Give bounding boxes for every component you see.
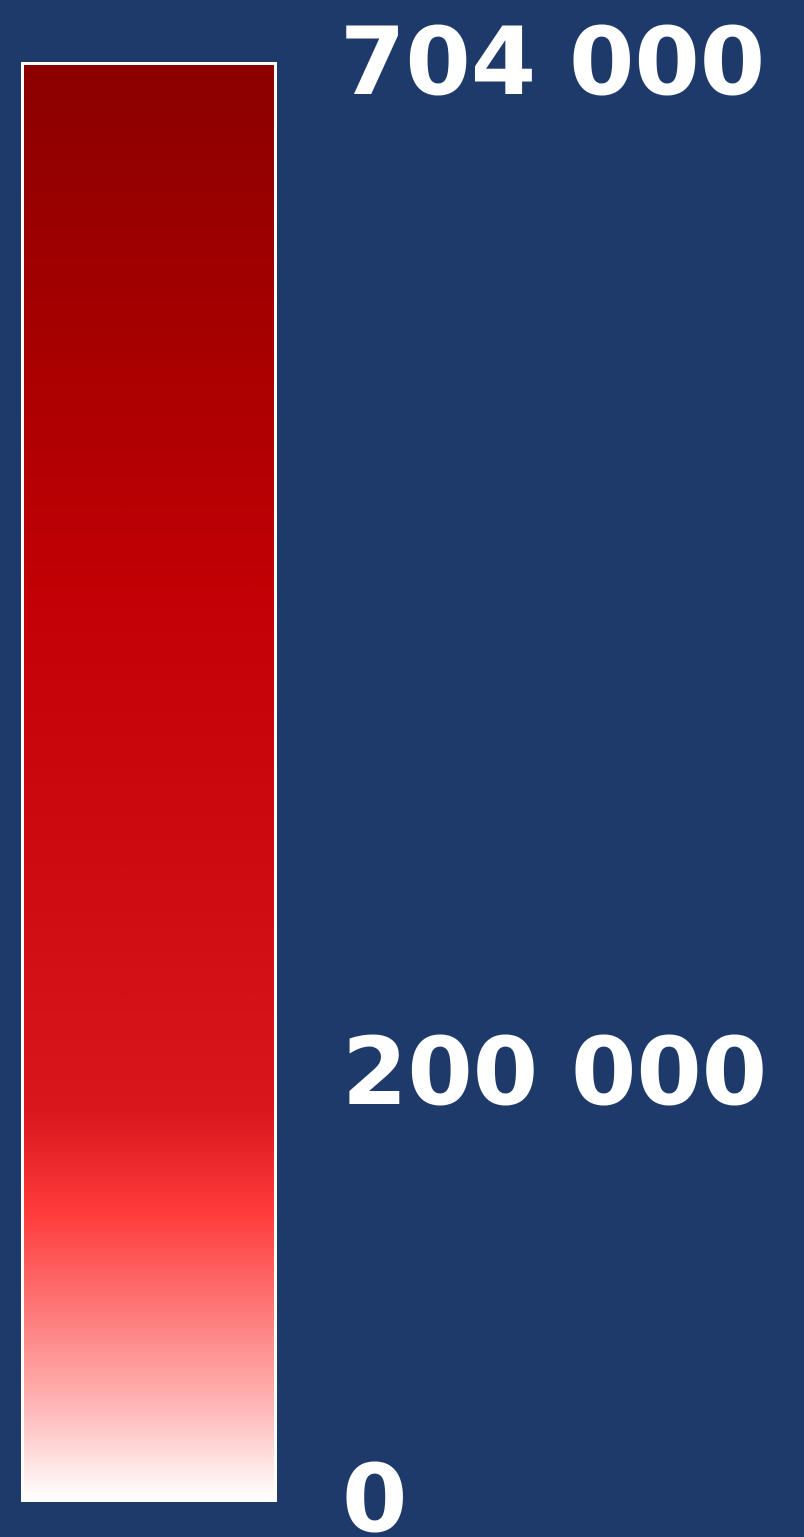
legend-min-label: 0 <box>342 1445 408 1537</box>
legend-mid-label: 200 000 <box>342 1018 768 1127</box>
color-scale-bar <box>21 62 277 1502</box>
legend-max-label: 704 000 <box>340 8 766 117</box>
